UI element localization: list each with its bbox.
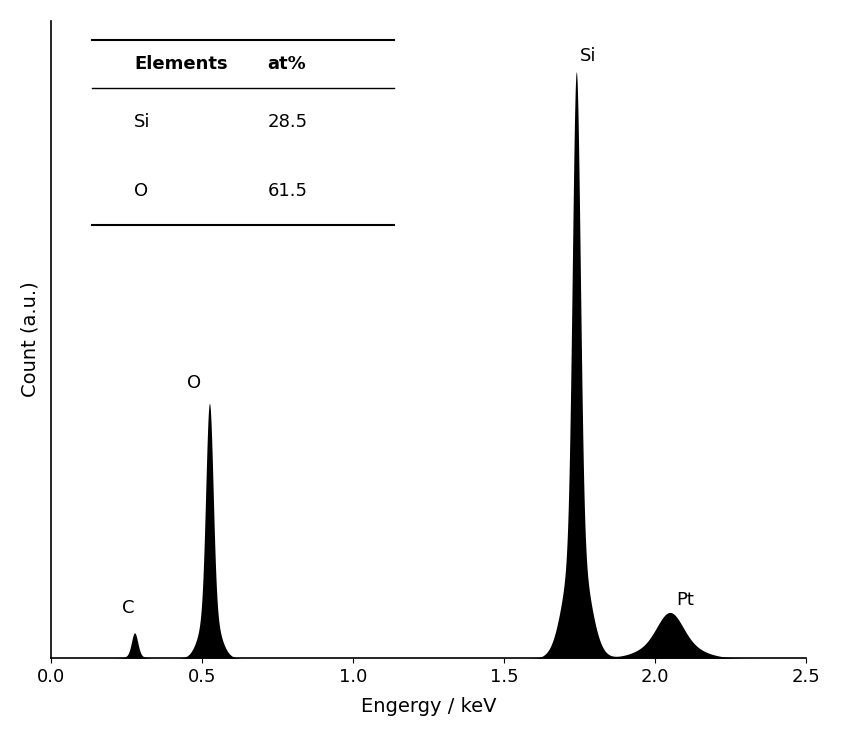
Text: Pt: Pt: [676, 591, 694, 609]
Text: 28.5: 28.5: [267, 113, 308, 131]
Text: Si: Si: [580, 47, 596, 66]
Text: 61.5: 61.5: [267, 181, 308, 200]
Text: O: O: [188, 374, 202, 392]
Text: Elements: Elements: [134, 55, 228, 73]
Bar: [93, 40, 394, 225]
Text: C: C: [122, 599, 135, 617]
Text: at%: at%: [267, 55, 306, 73]
Text: O: O: [134, 181, 148, 200]
X-axis label: Engergy / keV: Engergy / keV: [361, 697, 496, 716]
Text: Si: Si: [134, 113, 151, 131]
Y-axis label: Count (a.u.): Count (a.u.): [21, 282, 40, 397]
